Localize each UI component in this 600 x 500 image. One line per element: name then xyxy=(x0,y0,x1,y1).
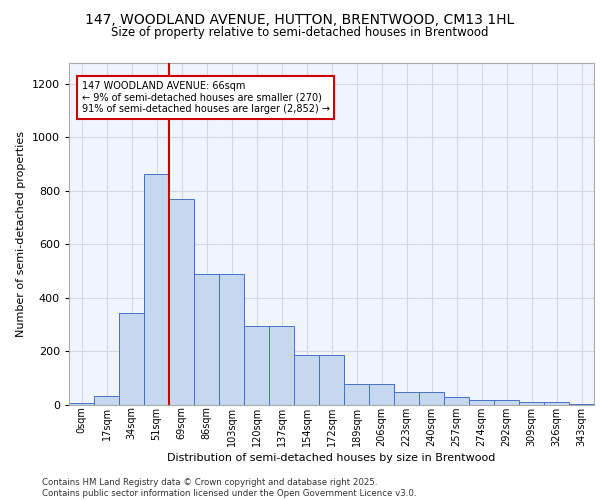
Bar xyxy=(219,274,244,405)
Bar xyxy=(494,400,519,405)
Bar xyxy=(119,312,144,405)
Text: 147 WOODLAND AVENUE: 66sqm
← 9% of semi-detached houses are smaller (270)
91% of: 147 WOODLAND AVENUE: 66sqm ← 9% of semi-… xyxy=(82,81,329,114)
Bar xyxy=(344,384,369,405)
Bar xyxy=(394,392,419,405)
Bar xyxy=(469,400,494,405)
Text: Size of property relative to semi-detached houses in Brentwood: Size of property relative to semi-detach… xyxy=(111,26,489,39)
X-axis label: Distribution of semi-detached houses by size in Brentwood: Distribution of semi-detached houses by … xyxy=(167,453,496,463)
Bar xyxy=(544,402,569,405)
Y-axis label: Number of semi-detached properties: Number of semi-detached properties xyxy=(16,130,26,337)
Bar xyxy=(369,384,394,405)
Bar xyxy=(294,356,319,405)
Bar xyxy=(69,403,94,405)
Bar xyxy=(519,402,544,405)
Bar xyxy=(419,392,444,405)
Bar xyxy=(444,397,469,405)
Bar xyxy=(194,274,219,405)
Bar xyxy=(319,356,344,405)
Bar xyxy=(244,326,269,405)
Bar xyxy=(144,174,169,405)
Bar xyxy=(569,404,594,405)
Text: 147, WOODLAND AVENUE, HUTTON, BRENTWOOD, CM13 1HL: 147, WOODLAND AVENUE, HUTTON, BRENTWOOD,… xyxy=(85,12,515,26)
Bar xyxy=(94,396,119,405)
Text: Contains HM Land Registry data © Crown copyright and database right 2025.
Contai: Contains HM Land Registry data © Crown c… xyxy=(42,478,416,498)
Bar xyxy=(269,326,294,405)
Bar xyxy=(169,199,194,405)
